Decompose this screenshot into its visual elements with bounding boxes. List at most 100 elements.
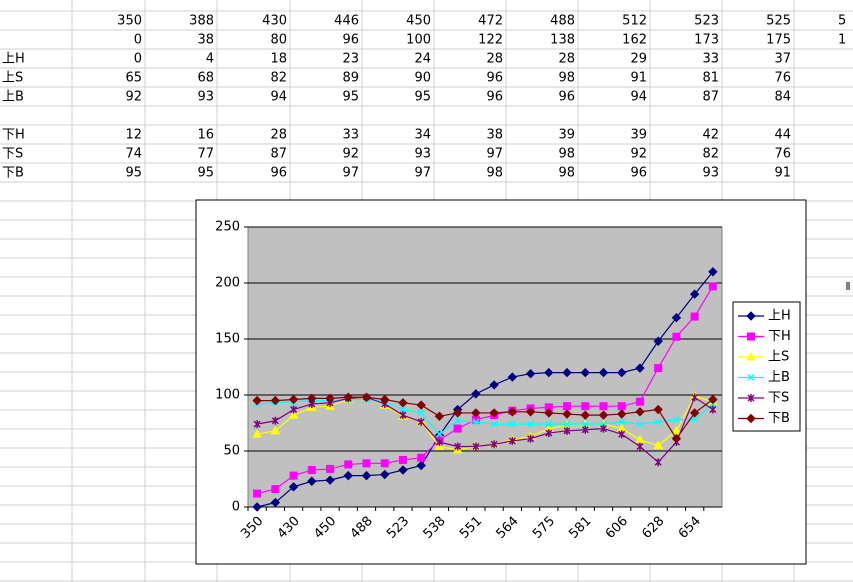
point [398,398,408,408]
cell: 446 [334,14,359,29]
cell: 74 [125,147,142,162]
point [398,465,408,475]
point [417,409,425,417]
cell: 42 [702,128,719,143]
point [636,420,644,428]
point [472,418,480,426]
cell: 39 [558,128,575,143]
cell: 96 [270,166,287,181]
point [434,411,445,421]
point [253,489,262,498]
point [454,417,462,425]
cell: 100 [406,33,431,48]
cell: 84 [774,90,791,105]
point [671,313,682,323]
cell: 94 [270,90,287,105]
point [399,411,407,420]
cell: 4 [206,52,214,67]
point [709,405,717,414]
point [746,413,756,424]
point [545,420,553,428]
point [453,424,462,433]
cell: 95 [342,90,359,105]
point [489,408,499,418]
row-label: 上S [2,71,23,86]
point [472,442,480,451]
cell: 98 [558,166,575,181]
y-tick-label: 100 [215,388,240,403]
point [618,418,626,426]
cell: 388 [189,14,214,29]
point [380,394,390,405]
point [325,393,335,404]
point [618,430,626,439]
cell: 76 [774,147,791,162]
point [471,389,481,399]
legend-label: 上H [768,309,791,324]
cell: 89 [342,71,359,86]
point [747,394,755,402]
cell: 1 [838,33,846,48]
point [654,418,662,426]
point [690,312,699,321]
cell: 488 [550,14,575,29]
cell: 93 [197,90,214,105]
point [290,405,298,414]
cell: 93 [702,166,719,181]
point [253,420,261,429]
y-tick-label: 0 [232,500,240,515]
row-label: 下B [2,166,24,181]
point [416,400,426,410]
point [307,476,317,486]
cell: 93 [414,147,431,162]
point [746,311,756,321]
cell: 98 [558,71,575,86]
point [635,397,644,406]
point [562,409,572,419]
point [671,425,682,435]
point [708,267,718,277]
cell: 175 [766,33,791,48]
point [653,404,663,415]
legend-label: 上B [768,370,790,385]
point [563,402,572,411]
point [288,410,299,419]
scrollbar-mark [846,282,850,290]
point [343,470,353,481]
cell: 28 [270,128,287,143]
legend-entries: 上H 下H 上S 上B 下S 下B [738,309,791,426]
point [361,392,372,402]
sheet: 350 388 430 446 450 472 488 512 523 525 50 38 80 96 10… [2,14,846,181]
point [288,482,299,492]
point [527,420,535,428]
point [671,433,682,444]
cell: 96 [342,33,359,48]
cell: 0 [134,33,142,48]
point [691,416,699,424]
cell: 472 [478,14,503,29]
point [527,434,535,443]
point [343,392,353,402]
point [672,416,680,424]
legend-label: 上S [768,350,789,365]
point [252,429,262,438]
point [635,407,645,417]
plot-area [247,226,723,508]
cell: 91 [630,71,647,86]
cell: 92 [342,147,359,162]
row-label: 上B [2,90,24,105]
point [489,380,499,390]
cell: 33 [342,128,359,143]
point [635,363,645,373]
cell: 44 [774,128,791,143]
cell: 122 [478,33,503,48]
cell: 450 [406,14,431,29]
cell: 97 [414,166,431,181]
cell: 96 [630,166,647,181]
point [581,402,590,411]
cell: 37 [774,52,791,67]
point [490,420,498,428]
cell: 162 [622,33,647,48]
point [307,466,316,475]
